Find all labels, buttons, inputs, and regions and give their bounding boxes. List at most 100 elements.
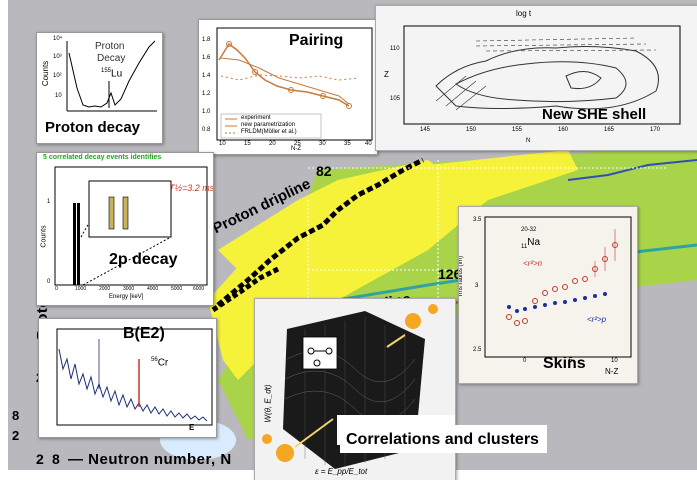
pairing-xtick-6: 35 bbox=[344, 141, 351, 147]
two-p-xtick-1: 0 bbox=[55, 286, 58, 292]
she-ytick-2: 105 bbox=[390, 96, 401, 102]
pairing-xtick-3: 20 bbox=[269, 141, 276, 147]
skins-legend-n: <r²>n bbox=[523, 259, 543, 268]
she-shell-contours bbox=[403, 25, 681, 125]
two-p-ytick-1: 1 bbox=[47, 199, 51, 205]
skins-legend-p: <r²>p bbox=[587, 315, 607, 324]
tick-8-left: 8 bbox=[12, 408, 20, 423]
proton-decay-inner-title-1: Proton bbox=[95, 41, 125, 52]
correlations-ylabel: W(θ, E_dt) bbox=[263, 384, 273, 423]
pairing-panel: Pairing experiment new parametrization F… bbox=[198, 19, 378, 155]
pairing-ytick-2: 1.6 bbox=[202, 55, 211, 61]
be2-spectrum bbox=[56, 328, 213, 426]
pairing-ytick-6: 0.8 bbox=[202, 127, 211, 133]
skins-panel: rms radius (fm) 3.5 3 2.5 0 5 10 N-Z 20-… bbox=[458, 206, 638, 384]
she-ylabel: Z bbox=[384, 70, 389, 79]
skins-xtick-2: 5 bbox=[569, 358, 573, 364]
skins-ytick-2: 3 bbox=[475, 283, 479, 289]
skins-ylabel: rms radius (fm) bbox=[458, 255, 465, 297]
be2-isotope: 56Cr bbox=[151, 357, 168, 368]
proton-decay-ytick-2: 10³ bbox=[53, 54, 62, 60]
she-title: New SHE shell bbox=[542, 106, 647, 123]
two-p-xtick-4: 3000 bbox=[123, 286, 135, 292]
two-p-decay-panel: 5 correlated decay events identifies T½=… bbox=[36, 152, 214, 306]
pairing-xlabel: N-Z bbox=[291, 146, 301, 152]
proton-decay-spectrum bbox=[66, 40, 157, 112]
proton-decay-nucleus: 155Lu bbox=[101, 68, 122, 79]
skins-title: Skins bbox=[543, 355, 586, 372]
two-p-xlabel: Energy [keV] bbox=[109, 294, 144, 300]
correlations-xlabel: ε = E_pp/E_tot bbox=[315, 467, 368, 476]
two-p-xtick-6: 5000 bbox=[171, 286, 183, 292]
two-p-decay-title: 2p decay bbox=[109, 251, 178, 268]
two-p-decay-spectrum bbox=[54, 166, 208, 286]
she-xtick-2: 150 bbox=[466, 127, 477, 133]
pairing-xtick-4: 25 bbox=[294, 141, 301, 147]
she-ytick-1: 110 bbox=[390, 46, 400, 52]
proton-decay-panel: 10⁴ 10³ 10² 10 Counts Proton Decay 155Lu… bbox=[36, 32, 163, 144]
proton-decay-element: Lu bbox=[111, 68, 123, 80]
skins-xtick-3: 10 bbox=[611, 358, 618, 364]
proton-decay-ytick-4: 10 bbox=[55, 93, 62, 99]
correlations-title: Correlations and clusters bbox=[340, 425, 547, 453]
proton-decay-inner-title-2: Decay bbox=[97, 53, 126, 64]
skins-xtick-1: 0 bbox=[523, 358, 527, 364]
pairing-ytick-1: 1.8 bbox=[202, 37, 211, 43]
she-top-label: log t bbox=[516, 9, 532, 18]
proton-decay-ylabel: Counts bbox=[41, 60, 51, 87]
two-p-halflife: T½=3.2 ms bbox=[169, 183, 214, 193]
skins-ytick-3: 2.5 bbox=[473, 347, 482, 353]
two-p-xtick-2: 1000 bbox=[75, 286, 87, 292]
be2-isotope-mass: 56 bbox=[151, 357, 158, 363]
pairing-xtick-5: 30 bbox=[319, 141, 326, 147]
pairing-legend-3: FRLDM(Möller et al.) bbox=[241, 129, 297, 135]
magic-126-label: 126 bbox=[438, 266, 462, 282]
skins-element: Na bbox=[527, 237, 541, 249]
proton-decay-mass: 155 bbox=[101, 68, 112, 74]
pairing-legend-2: new parametrization bbox=[241, 122, 296, 128]
skins-mass-range: 20-32 bbox=[521, 227, 537, 233]
she-xtick-1: 145 bbox=[420, 127, 431, 133]
be2-isotope-element: Cr bbox=[157, 357, 169, 369]
proton-decay-ytick-1: 10⁴ bbox=[53, 36, 63, 42]
she-shell-panel: log t Z 110 105 145 150 155 160 165 170 … bbox=[375, 5, 697, 151]
two-p-xtick-3: 2000 bbox=[99, 286, 111, 292]
magic-82-label: 82 bbox=[316, 163, 332, 179]
be2-panel: B(E2) 56Cr E bbox=[38, 318, 217, 438]
pairing-ytick-4: 1.2 bbox=[202, 91, 211, 97]
pairing-title: Pairing bbox=[289, 32, 344, 49]
x-axis-label: — Neutron number, N bbox=[68, 451, 232, 468]
pairing-xtick-7: 40 bbox=[365, 141, 372, 147]
skins-nucleus: 20-32 11Na bbox=[521, 225, 540, 252]
pairing-legend-1: experiment bbox=[241, 115, 271, 121]
she-xlabel: N bbox=[526, 138, 531, 144]
skins-xlabel: N-Z bbox=[605, 367, 619, 376]
tick-2-bottom: 2 bbox=[36, 451, 44, 467]
pairing-ytick-3: 1.4 bbox=[202, 73, 211, 79]
x-axis-dash: — bbox=[68, 451, 89, 468]
proton-decay-title: Proton decay bbox=[45, 119, 141, 136]
two-p-xtick-7: 6000 bbox=[193, 286, 205, 292]
x-axis-text: Neutron number, N bbox=[88, 451, 232, 468]
she-xtick-4: 160 bbox=[558, 127, 569, 133]
two-p-ylabel: Counts bbox=[40, 225, 48, 248]
she-xtick-3: 155 bbox=[512, 127, 523, 133]
she-xtick-6: 170 bbox=[650, 127, 661, 133]
pairing-xtick-2: 15 bbox=[244, 141, 251, 147]
two-p-ytick-2: 0 bbox=[47, 279, 51, 285]
be2-xlabel: E bbox=[189, 423, 195, 432]
proton-decay-ytick-3: 10² bbox=[53, 73, 62, 79]
she-xtick-5: 165 bbox=[604, 127, 615, 133]
tick-8-bottom: 8 bbox=[52, 451, 60, 467]
skins-ytick-1: 3.5 bbox=[473, 217, 482, 223]
pairing-plot bbox=[216, 27, 373, 141]
skins-plot bbox=[484, 216, 632, 358]
skins-z: 11 bbox=[521, 244, 528, 251]
pairing-ytick-5: 1.0 bbox=[202, 109, 211, 115]
be2-title: B(E2) bbox=[123, 325, 165, 342]
pairing-xtick-1: 10 bbox=[219, 141, 226, 147]
tick-2-left: 2 bbox=[12, 428, 20, 443]
two-p-xtick-5: 4000 bbox=[147, 286, 159, 292]
two-p-decay-header: 5 correlated decay events identifies bbox=[43, 154, 162, 161]
